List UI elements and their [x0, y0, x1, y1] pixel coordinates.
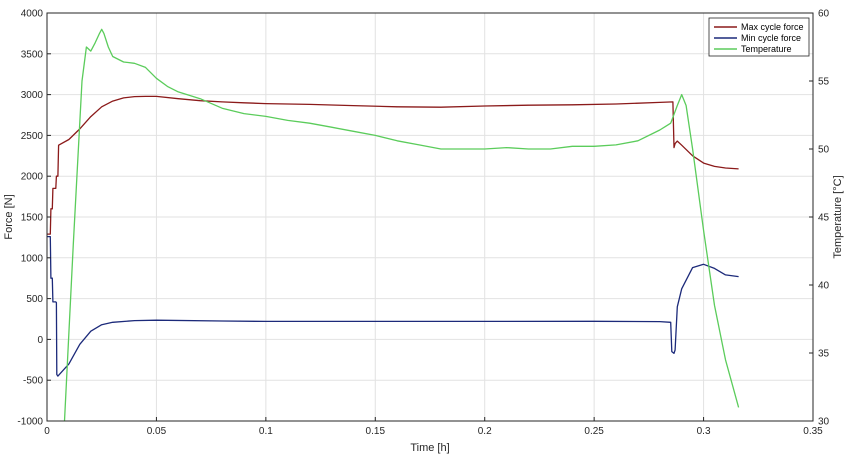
series-line-min-cycle-force — [47, 235, 739, 377]
x-tick-label: 0.25 — [584, 426, 604, 437]
x-tick-label: 0.15 — [366, 426, 386, 437]
y-left-tick-label: 3000 — [21, 90, 44, 101]
y-right-tick-label: 45 — [818, 213, 830, 224]
series-line-temperature — [63, 28, 740, 422]
y-left-tick-label: -1000 — [17, 417, 43, 428]
x-tick-label: 0.2 — [478, 426, 492, 437]
y-left-tick-label: 3500 — [21, 49, 44, 60]
x-tick-label: 0.05 — [147, 426, 167, 437]
legend: Max cycle force Min cycle force Temperat… — [708, 17, 810, 57]
x-axis-title: Time [h] — [410, 442, 449, 454]
y-left-axis-title: Force [N] — [3, 194, 15, 239]
y-left-tick-label: 2000 — [21, 172, 44, 183]
y-right-tick-label: 50 — [818, 145, 830, 156]
y-right-tick-label: 30 — [818, 417, 830, 428]
y-left-tick-label: 1000 — [21, 253, 44, 264]
x-tick-label: 0.35 — [803, 426, 823, 437]
legend-label-min-force: Min cycle force — [741, 33, 801, 43]
tick-layer: 0 0.05 0.1 0.15 0.2 0.25 0.3 0.35 -1000 -500 0 500 1… — [17, 9, 829, 438]
x-tick-label: 0 — [44, 426, 50, 437]
legend-label-temperature: Temperature — [741, 44, 792, 54]
y-left-tick-label: -500 — [23, 376, 43, 387]
series-layer — [47, 28, 740, 422]
y-left-tick-label: 2500 — [21, 131, 44, 142]
y-left-tick-label: 0 — [37, 335, 43, 346]
y-left-tick-label: 4000 — [21, 9, 44, 20]
x-tick-label: 0.3 — [697, 426, 711, 437]
y-left-tick-label: 500 — [26, 294, 43, 305]
y-left-tick-label: 1500 — [21, 213, 44, 224]
y-right-tick-label: 55 — [818, 77, 830, 88]
y-right-tick-label: 40 — [818, 281, 830, 292]
y-right-tick-label: 35 — [818, 349, 830, 360]
y-right-axis-title: Temperature [°C] — [832, 175, 844, 258]
y-right-tick-label: 60 — [818, 9, 830, 20]
x-tick-label: 0.1 — [259, 426, 273, 437]
series-line-max-cycle-force — [47, 95, 739, 235]
legend-label-max-force: Max cycle force — [741, 22, 804, 32]
